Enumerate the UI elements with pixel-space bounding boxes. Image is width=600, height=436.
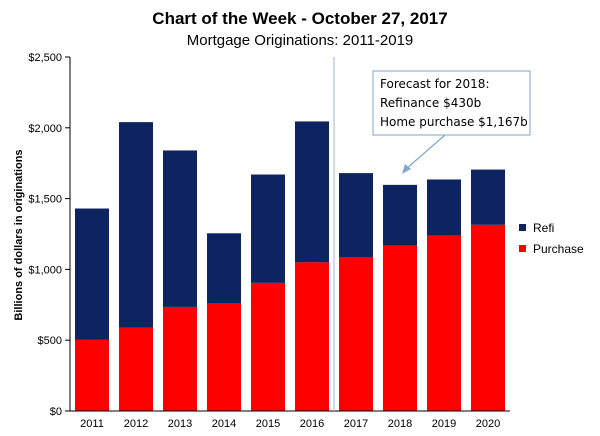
y-tick-label: $1,000 xyxy=(28,264,62,276)
x-tick-label: 2017 xyxy=(344,418,368,430)
y-tick-label: $2,500 xyxy=(28,52,62,64)
y-tick-label: $2,000 xyxy=(28,123,62,135)
annotation-box xyxy=(372,70,531,136)
bar-refi-2019 xyxy=(427,179,461,236)
y-tick-label: $0 xyxy=(50,406,62,418)
x-tick-label: 2015 xyxy=(256,418,280,430)
legend-label-purchase: Purchase xyxy=(533,242,584,256)
forecast-annotation: Forecast for 2018: Refinance $430b Home … xyxy=(372,70,531,174)
chart-subtitle: Mortgage Originations: 2011-2019 xyxy=(187,32,414,49)
x-tick-label: 2020 xyxy=(476,418,500,430)
bar-refi-2011 xyxy=(75,208,109,340)
legend-label-refi: Refi xyxy=(533,221,554,235)
bar-refi-2015 xyxy=(251,174,285,283)
bar-refi-2020 xyxy=(471,169,505,225)
y-tick-label: $1,500 xyxy=(28,194,62,206)
annotation-line-1: Forecast for 2018: xyxy=(380,77,490,91)
x-tick-label: 2014 xyxy=(212,418,236,430)
bar-purchase-2018 xyxy=(383,245,417,411)
x-tick-label: 2019 xyxy=(432,418,456,430)
bar-refi-2012 xyxy=(119,122,153,328)
chart-title: Chart of the Week - October 27, 2017 xyxy=(152,9,447,28)
bar-refi-2017 xyxy=(339,173,373,258)
x-tick-label: 2018 xyxy=(388,418,412,430)
annotation-line-2: Refinance $430b xyxy=(380,96,481,110)
bar-purchase-2019 xyxy=(427,235,461,411)
x-tick-label: 2016 xyxy=(300,418,324,430)
bar-purchase-2013 xyxy=(163,306,197,411)
bar-purchase-2015 xyxy=(251,282,285,411)
legend-swatch-purchase xyxy=(519,245,526,252)
bar-purchase-2014 xyxy=(207,303,241,411)
x-tick-label: 2013 xyxy=(168,418,192,430)
annotation-line-3: Home purchase $1,167b xyxy=(380,115,528,129)
bar-purchase-2012 xyxy=(119,327,153,411)
bar-purchase-2016 xyxy=(295,262,329,411)
annotation-arrowhead xyxy=(402,164,411,174)
legend: Refi Purchase xyxy=(519,221,584,256)
x-tick-label: 2011 xyxy=(80,418,104,430)
bar-purchase-2017 xyxy=(339,257,373,411)
bar-purchase-2011 xyxy=(75,339,109,411)
bars-group xyxy=(75,121,505,411)
y-axis-label: Billions of dollars in originations xyxy=(13,149,25,320)
x-tick-label: 2012 xyxy=(124,418,148,430)
bar-purchase-2020 xyxy=(471,224,505,411)
legend-swatch-refi xyxy=(519,224,526,231)
bar-refi-2014 xyxy=(207,233,241,304)
y-tick-label: $500 xyxy=(38,335,62,347)
x-axis-ticks: 2011 2012 2013 2014 2015 2016 2017 2018 2019 2020 xyxy=(80,418,500,430)
bar-refi-2016 xyxy=(295,121,329,263)
bar-refi-2013 xyxy=(163,150,197,307)
y-axis-ticks: $0 $500 $1,000 $1,500 $2,000 $2,500 xyxy=(28,52,70,418)
annotation-arrow xyxy=(405,134,446,170)
bar-refi-2018 xyxy=(383,184,417,246)
